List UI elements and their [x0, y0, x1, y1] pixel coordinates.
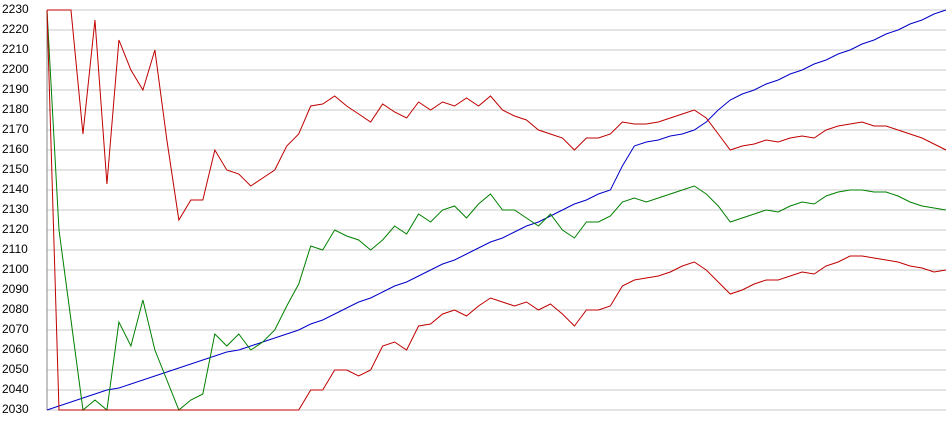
y-tick-label: 2040	[2, 382, 29, 396]
y-tick-label: 2060	[2, 342, 29, 356]
y-tick-label: 2150	[2, 162, 29, 176]
y-tick-label: 2160	[2, 142, 29, 156]
y-tick-label: 2210	[2, 42, 29, 56]
y-tick-label: 2080	[2, 302, 29, 316]
y-tick-label: 2180	[2, 102, 29, 116]
series-line	[47, 9, 947, 222]
y-tick-label: 2200	[2, 62, 29, 76]
y-tick-label: 2220	[2, 22, 29, 36]
series-line	[46, 9, 947, 411]
y-tick-label: 2030	[2, 402, 29, 416]
y-tick-label: 2140	[2, 182, 29, 196]
y-tick-label: 2230	[2, 2, 29, 16]
y-tick-label: 2050	[2, 362, 29, 376]
y-tick-label: 2070	[2, 322, 29, 336]
series-line	[46, 9, 947, 411]
y-tick-label: 2090	[2, 282, 29, 296]
y-tick-label: 2100	[2, 262, 29, 276]
y-tick-label: 2110	[2, 242, 28, 256]
y-tick-label: 2120	[2, 222, 29, 236]
y-tick-label: 2130	[2, 202, 29, 216]
series-line	[46, 9, 947, 411]
y-tick-label: 2170	[2, 122, 29, 136]
y-tick-label: 2190	[2, 82, 29, 96]
